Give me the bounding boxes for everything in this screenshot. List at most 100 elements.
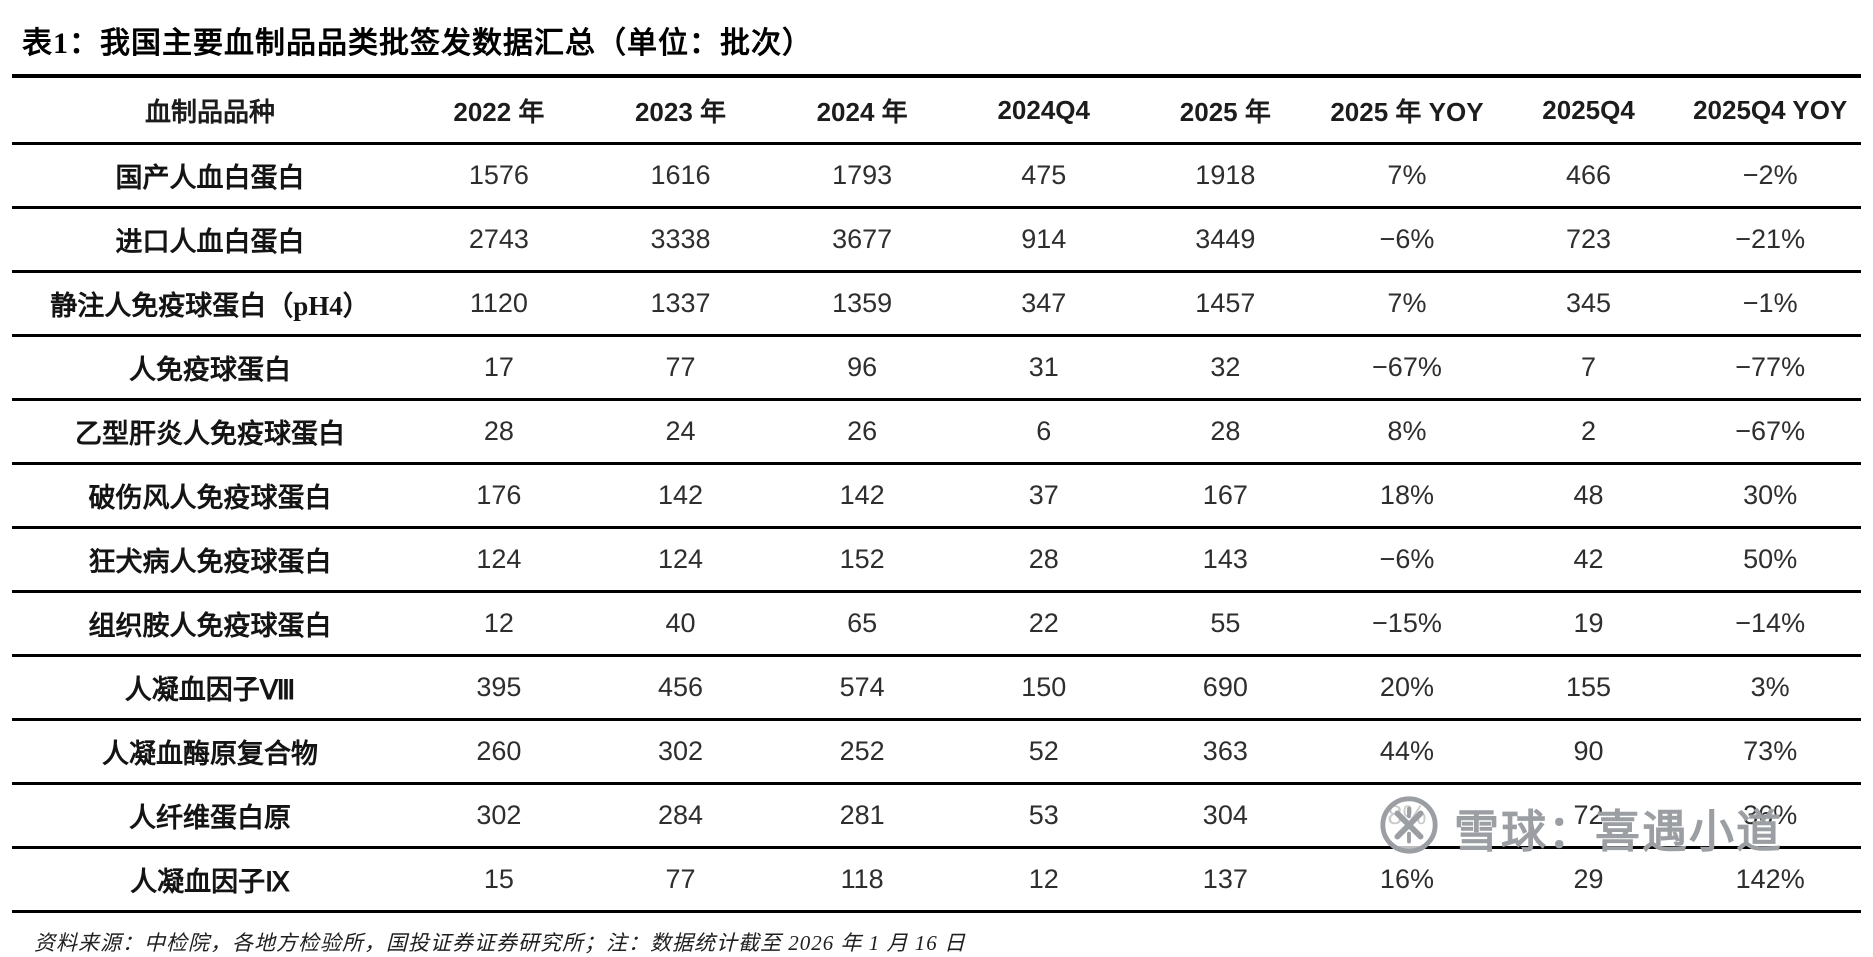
cell-value: 347	[1021, 288, 1067, 318]
cell-value: −67%	[1372, 352, 1442, 382]
cell-value: 456	[657, 672, 704, 702]
table-row: 人凝血酶原复合物 260 302 252 52 363 44% 90 73%	[12, 720, 1861, 784]
cell-value: 24	[665, 416, 696, 446]
cell-value: −77%	[1735, 352, 1806, 382]
product-name: 静注人免疫球蛋白（pH4）	[50, 291, 370, 321]
table-row: 破伤风人免疫球蛋白 176 142 142 37 167 18% 48 30%	[12, 464, 1861, 528]
cell-value: 176	[476, 480, 522, 510]
cell-value: 914	[1021, 224, 1067, 254]
cell-value: 137	[1202, 864, 1248, 894]
cell-value: 6	[1036, 416, 1052, 446]
cell-value: 12	[1028, 864, 1059, 894]
cell-value: 152	[839, 544, 885, 574]
cell-value: −6%	[1379, 224, 1435, 254]
cell-value: 15	[483, 864, 514, 894]
cell-value: 124	[657, 544, 704, 574]
cell-value: −6%	[1379, 544, 1435, 574]
cell-value: 1616	[650, 160, 711, 190]
cell-value: 32	[1210, 352, 1241, 382]
product-name: 人纤维蛋白原	[129, 803, 292, 833]
cell-value: 7%	[1387, 288, 1427, 318]
cell-value: 395	[476, 672, 522, 702]
column-header: 2022 年	[453, 96, 545, 127]
cell-value: 2	[1581, 416, 1597, 446]
cell-value: 42	[1573, 544, 1604, 574]
cell-value: 73%	[1743, 736, 1798, 766]
cell-value: 142	[657, 480, 704, 510]
cell-value: −15%	[1372, 608, 1442, 638]
cell-value: 475	[1021, 160, 1067, 190]
cell-value: 1576	[468, 160, 529, 190]
table-row: 人纤维蛋白原 302 284 281 53 304 8% 72 36%	[12, 784, 1861, 848]
cell-value: 7%	[1387, 160, 1427, 190]
cell-value: 142	[839, 480, 885, 510]
table-row: 组织胺人免疫球蛋白 12 40 65 22 55 −15% 19 −14%	[12, 592, 1861, 656]
table-row: 人凝血因子Ⅷ 395 456 574 150 690 20% 155 3%	[12, 656, 1861, 720]
cell-value: 150	[1021, 672, 1067, 702]
cell-value: 284	[657, 800, 704, 830]
cell-value: −1%	[1742, 288, 1798, 318]
table-row: 狂犬病人免疫球蛋白 124 124 152 28 143 −6% 42 50%	[12, 528, 1861, 592]
table-body: 国产人血白蛋白 1576 1616 1793 475 1918 7% 466 −2% 进口人血白蛋…	[12, 144, 1861, 912]
cell-value: 574	[839, 672, 885, 702]
column-header: 2025 年	[1179, 96, 1271, 127]
cell-value: 302	[657, 736, 704, 766]
cell-value: 40	[665, 608, 696, 638]
cell-value: 28	[1210, 416, 1241, 446]
product-name: 国产人血白蛋白	[115, 163, 305, 193]
cell-value: 36%	[1743, 800, 1798, 830]
column-header: 2025Q4 YOY	[1693, 94, 1848, 125]
table-row: 人免疫球蛋白 17 77 96 31 32 −67% 7 −77%	[12, 336, 1861, 400]
cell-value: 1120	[469, 288, 528, 318]
cell-value: 90	[1573, 736, 1604, 766]
cell-value: 155	[1566, 672, 1612, 702]
cell-value: 53	[1028, 800, 1059, 830]
cell-value: 77	[665, 864, 696, 894]
cell-value: 20%	[1379, 672, 1434, 702]
cell-value: 167	[1202, 480, 1248, 510]
cell-value: 143	[1202, 544, 1248, 574]
product-name: 人凝血因子Ⅸ	[130, 867, 290, 897]
column-header: 2023 年	[634, 96, 727, 127]
product-name: 破伤风人免疫球蛋白	[88, 483, 332, 513]
cell-value: 22	[1028, 608, 1059, 638]
cell-value: −67%	[1735, 416, 1806, 446]
cell-value: 3449	[1195, 224, 1256, 254]
cell-value: 16%	[1379, 864, 1434, 894]
cell-value: 118	[840, 864, 884, 894]
cell-value: 252	[839, 736, 885, 766]
cell-value: 37	[1028, 480, 1059, 510]
cell-value: 77	[665, 352, 696, 382]
column-header: 2025Q4	[1542, 94, 1635, 125]
cell-value: 302	[476, 800, 522, 830]
table-row: 乙型肝炎人免疫球蛋白 28 24 26 6 28 8% 2 −67%	[12, 400, 1861, 464]
cell-value: 723	[1566, 224, 1612, 254]
cell-value: 31	[1028, 352, 1059, 382]
cell-value: 466	[1566, 160, 1612, 190]
cell-value: −2%	[1742, 160, 1798, 190]
cell-value: 2743	[468, 224, 529, 254]
product-name: 人凝血酶原复合物	[102, 739, 319, 769]
cell-value: 690	[1202, 672, 1248, 702]
blood-products-table: 血制品品种 2022 年 2023 年 2024 年 2024Q4 2025 年 2025 …	[12, 74, 1861, 913]
product-name: 人免疫球蛋白	[129, 355, 292, 385]
column-header: 血制品品种	[145, 96, 276, 127]
cell-value: 96	[847, 352, 878, 382]
cell-value: 26	[847, 416, 878, 446]
cell-value: 1359	[832, 288, 893, 318]
product-name: 人凝血因子Ⅷ	[124, 675, 296, 705]
cell-value: 48	[1573, 480, 1604, 510]
table-row: 进口人血白蛋白 2743 3338 3677 914 3449 −6% 723 −21%	[12, 208, 1861, 272]
cell-value: 28	[1028, 544, 1059, 574]
cell-value: 260	[476, 736, 522, 766]
cell-value: 363	[1202, 736, 1248, 766]
column-header: 2024Q4	[997, 94, 1090, 125]
source-note: 资料来源：中检院，各地方检验所，国投证券证券研究所；注：数据统计截至 2026 …	[34, 931, 966, 955]
column-header: 2024 年	[816, 96, 908, 127]
cell-value: 55	[1210, 608, 1241, 638]
cell-value: 44%	[1379, 736, 1434, 766]
cell-value: 8%	[1387, 800, 1427, 830]
cell-value: 8%	[1387, 416, 1427, 446]
cell-value: 345	[1566, 288, 1612, 318]
product-name: 乙型肝炎人免疫球蛋白	[75, 419, 346, 449]
